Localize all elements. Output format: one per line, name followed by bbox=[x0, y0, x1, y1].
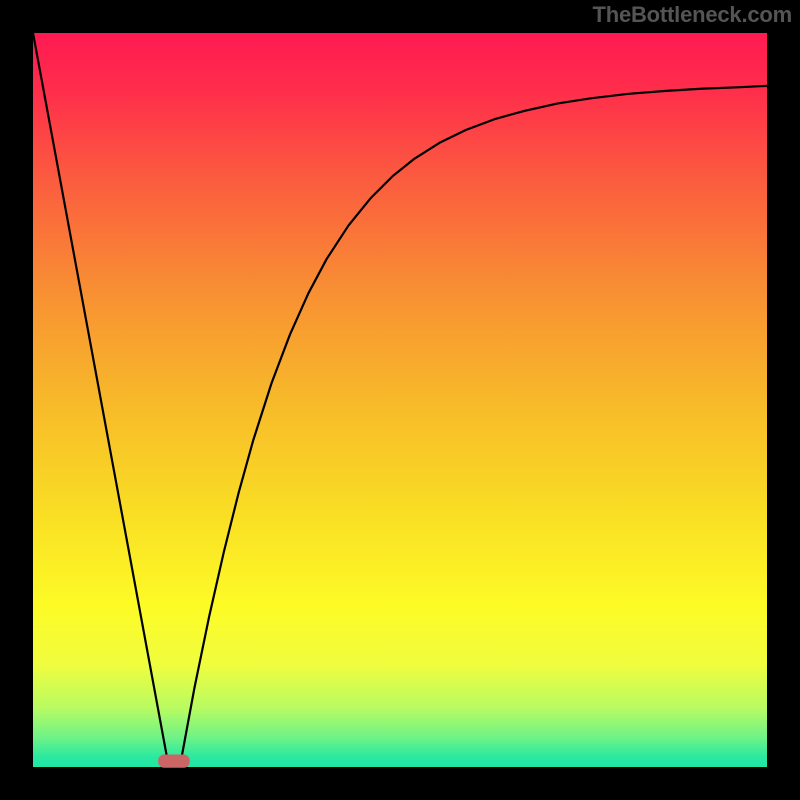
minimum-marker bbox=[158, 755, 190, 768]
chart-svg bbox=[0, 0, 800, 800]
plot-background bbox=[33, 33, 767, 767]
chart-container: TheBottleneck.com bbox=[0, 0, 800, 800]
